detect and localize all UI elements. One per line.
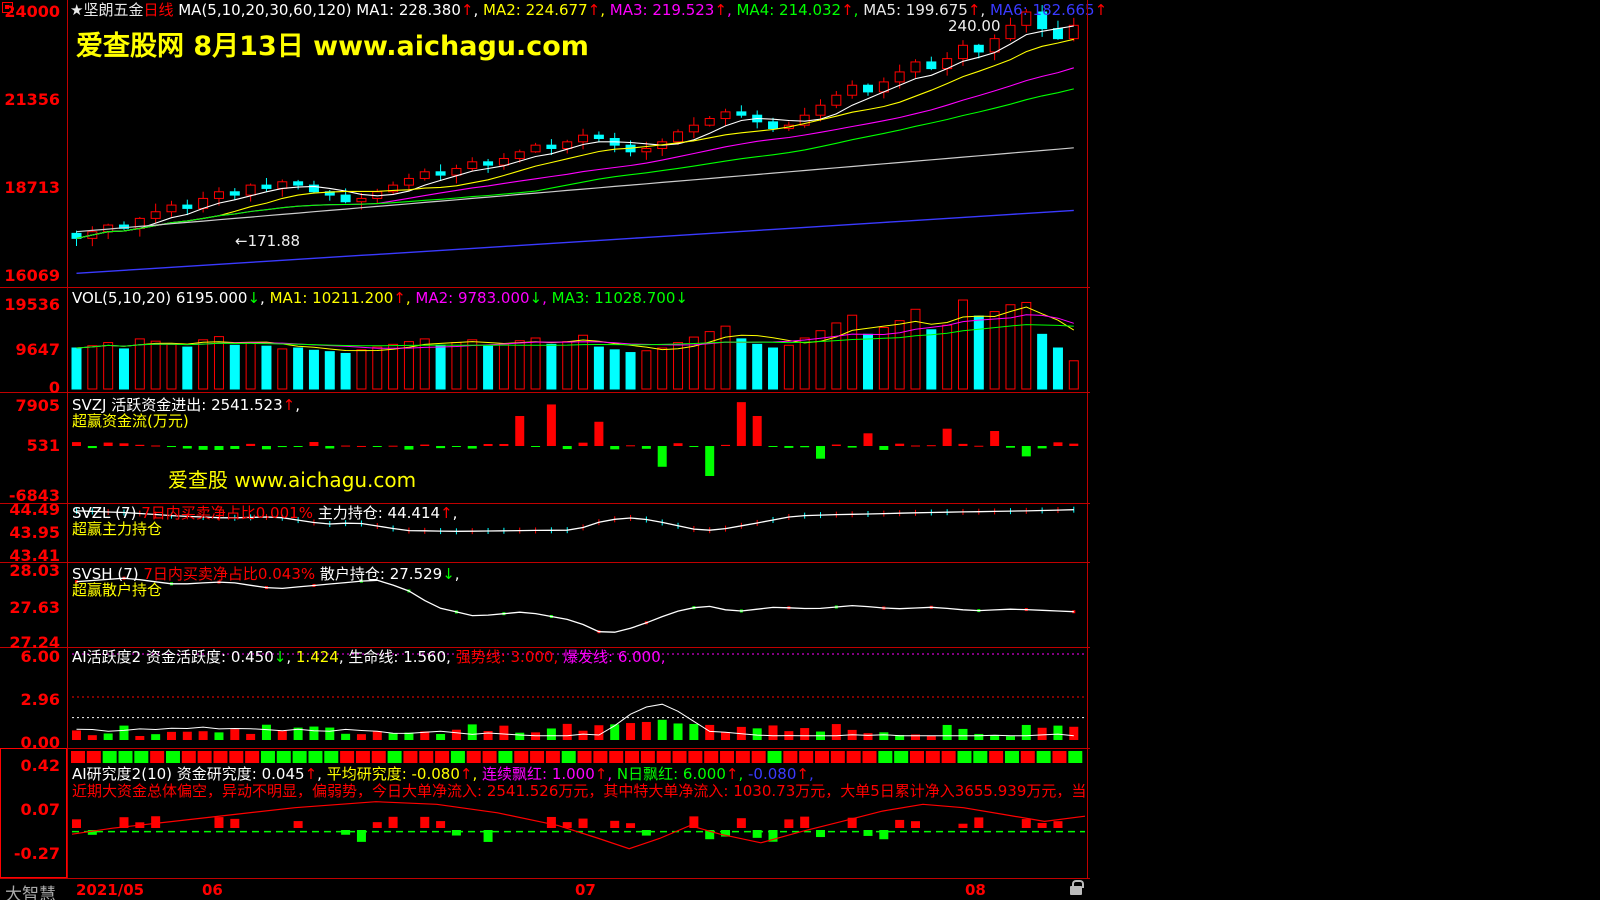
vol-panel-title: VOL(5,10,20) 6195.000↓, MA1: 10211.200↑,…	[72, 289, 688, 307]
axis-tick: 0.42	[20, 756, 60, 775]
ai-research-selection-box	[0, 748, 67, 878]
axis-tick: 43.41	[9, 546, 60, 565]
date-label: 06	[202, 881, 223, 899]
ai-research-summary: 近期大资金总体偏空，异动不明显，偏弱势，今日大单净流入: 2541.526万元，…	[72, 783, 1086, 799]
svzl-panel-title: SVZL (7) 7日内买卖净占比0.001% 主力持仓: 44.414↑,	[72, 504, 458, 522]
daily-chart-canvas[interactable]	[0, 0, 1090, 878]
axis-tick: 6.00	[20, 647, 60, 666]
svsh-panel-subtitle: 超赢散户持仓	[72, 581, 163, 599]
site-banner: 爱查股网 8月13日 www.aichagu.com	[76, 31, 589, 62]
axis-tick: 44.49	[9, 500, 60, 519]
axis-tick: 24000	[4, 2, 60, 21]
axis-tick: 0.00	[20, 733, 60, 752]
date-label: 08	[965, 881, 986, 899]
axis-tick: 531	[26, 436, 60, 455]
axis-tick: 27.24	[9, 633, 60, 652]
axis-tick: 7905	[15, 396, 60, 415]
app-brand[interactable]: 大智慧	[5, 885, 56, 900]
axis-tick: 0	[48, 378, 60, 397]
svsh-panel-title: SVSH (7) 7日内买卖净占比0.043% 散户持仓: 27.529↓,	[72, 565, 460, 583]
lock-icon[interactable]	[1070, 880, 1084, 895]
axis-tick: 18713	[4, 178, 60, 197]
date-label: 2021/05	[76, 881, 145, 899]
axis-tick: 28.03	[9, 561, 60, 580]
axis-tick: 21356	[4, 90, 60, 109]
daily-chart-region: ★坚朗五金日线 MA(5,10,20,30,60,120) MA1: 228.3…	[0, 0, 1107, 900]
main-chart-title: ★坚朗五金日线 MA(5,10,20,30,60,120) MA1: 228.3…	[70, 1, 1108, 19]
svzj-panel-title: SVZJ 活跃资金进出: 2541.523↑,	[72, 396, 301, 414]
first-low-annotation: ←171.88	[235, 232, 301, 250]
ai-research-title: AI研究度2(10) 资金研究度: 0.045↑, 平均研究度: -0.080↑…	[72, 765, 814, 783]
right-panel: M T R 002791 坚朗五金 龙虎看盘(逐单) 柱 笔 已成交委托单成交量…	[1090, 0, 1600, 900]
axis-tick: 16069	[4, 266, 60, 285]
ai-activity-title: AI活跃度2 资金活跃度: 0.450↓, 1.424, 生命线: 1.560,…	[72, 648, 666, 666]
date-label: 07	[575, 881, 596, 899]
axis-tick: 43.95	[9, 523, 60, 542]
chart-watermark: 爱查股 www.aichagu.com	[168, 468, 417, 492]
axis-tick: 2.96	[20, 690, 60, 709]
svzl-panel-subtitle: 超赢主力持仓	[72, 520, 163, 538]
axis-tick: 19536	[4, 295, 60, 314]
axis-tick: -6843	[8, 486, 60, 505]
plot-right-border	[1087, 0, 1088, 878]
price-axis-line	[67, 0, 68, 878]
axis-tick: 9647	[15, 340, 60, 359]
tool-icon[interactable]	[2, 2, 13, 13]
axis-tick: -0.27	[13, 844, 60, 863]
svzj-panel-subtitle: 超赢资金流(万元)	[72, 412, 189, 430]
axis-tick: 0.07	[20, 800, 60, 819]
last-high-annotation: 240.00	[948, 17, 1001, 35]
axis-tick: 27.63	[9, 598, 60, 617]
